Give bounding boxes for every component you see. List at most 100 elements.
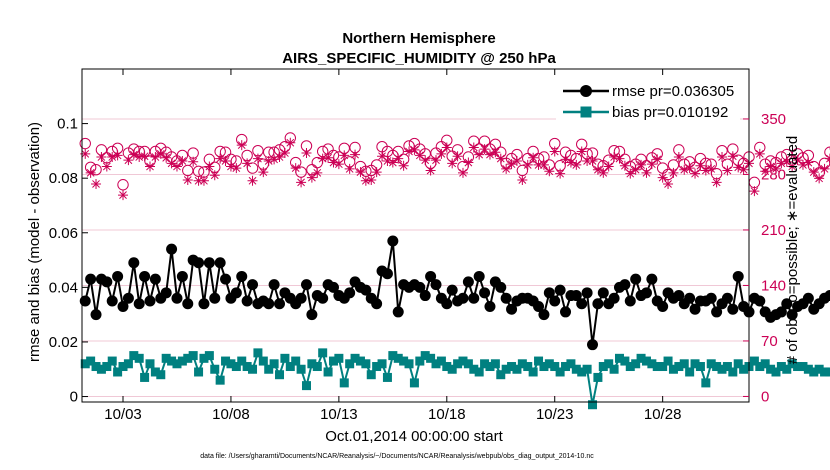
y2-tick-label: 70: [761, 333, 778, 350]
obs-evaluated-point: [360, 175, 371, 186]
obs-evaluated-point: [679, 164, 690, 175]
obs-evaluated-point: [479, 144, 490, 155]
rmse-point: [441, 298, 453, 310]
bias-point: [345, 359, 355, 369]
obs-evaluated-point: [404, 146, 415, 157]
obs-evaluated-point: [128, 149, 139, 160]
rmse-point: [500, 292, 512, 304]
bias-point: [350, 353, 360, 363]
y-tick-label: 0: [70, 389, 78, 406]
y2-tick-label: 140: [761, 277, 786, 294]
bias-point: [355, 356, 365, 366]
bias-point: [598, 362, 608, 372]
rmse-point: [106, 295, 118, 307]
bias-point: [188, 351, 198, 361]
obs-evaluated-point: [792, 155, 803, 166]
rmse-point: [689, 303, 701, 315]
obs-evaluated-point: [711, 177, 722, 188]
obs-evaluated-point: [247, 175, 258, 186]
obs-evaluated-point: [215, 153, 226, 164]
bias-point: [550, 362, 560, 372]
obs-evaluated-point: [387, 157, 398, 168]
obs-evaluated-point: [717, 152, 728, 163]
bias-point: [544, 359, 554, 369]
bias-point: [512, 364, 522, 374]
bias-point: [307, 359, 317, 369]
rmse-point: [139, 270, 151, 282]
obs-evaluated-point: [636, 159, 647, 170]
bias-point: [269, 359, 279, 369]
obs-evaluated-point: [625, 168, 636, 179]
obs-evaluated-point: [587, 155, 598, 166]
obs-evaluated-point: [182, 175, 193, 185]
x-tick-label: 10/03: [104, 406, 142, 423]
bias-point: [134, 353, 144, 363]
rmse-point: [619, 279, 631, 291]
obs-evaluated-point: [733, 162, 744, 173]
obs-evaluated-point: [269, 154, 280, 165]
obs-evaluated-point: [236, 140, 247, 151]
bias-point: [658, 362, 668, 372]
obs-evaluated-point: [538, 159, 549, 170]
obs-evaluated-point: [506, 159, 517, 170]
y2-tick-label: 0: [761, 388, 769, 405]
rmse-point: [317, 292, 329, 304]
bias-point: [388, 351, 398, 361]
rmse-point: [198, 298, 210, 310]
bias-point: [636, 353, 646, 363]
bias-point: [701, 378, 711, 388]
obs-evaluated-point: [490, 147, 501, 158]
bias-point: [296, 364, 306, 374]
rmse-point: [576, 298, 588, 310]
obs-evaluated-point: [85, 167, 96, 178]
bias-point: [210, 364, 220, 374]
obs-evaluated-point: [409, 144, 420, 155]
obs-evaluated-point: [323, 152, 334, 163]
bias-point: [372, 362, 382, 372]
obs-evaluated-point: [463, 157, 474, 168]
obs-evaluated-point: [296, 177, 307, 188]
rmse-point: [117, 300, 129, 312]
bias-point: [242, 362, 252, 372]
bias-point: [717, 364, 727, 374]
bias-point: [706, 359, 716, 369]
bias-point: [339, 378, 349, 388]
rmse-point: [754, 295, 766, 307]
obs-evaluated-point: [371, 167, 382, 178]
bias-point: [809, 367, 819, 377]
obs-evaluated-point: [225, 161, 236, 172]
rmse-point: [484, 300, 496, 312]
bias-point: [264, 364, 274, 374]
obs-evaluated-point: [700, 165, 711, 176]
rmse-point: [220, 273, 232, 285]
bias-point: [231, 362, 241, 372]
rmse-point: [414, 281, 426, 293]
obs-evaluated-point: [452, 151, 463, 162]
bias-point: [760, 359, 770, 369]
obs-evaluated-point: [139, 151, 150, 162]
rmse-point: [446, 284, 458, 296]
bias-point: [620, 356, 630, 366]
obs-evaluated-point: [668, 167, 679, 178]
bias-point: [695, 362, 705, 372]
obs-evaluated-point: [619, 160, 630, 171]
rmse-point: [344, 287, 356, 299]
obs-evaluated-point: [441, 142, 452, 153]
y2-tick-label: 280: [761, 166, 786, 183]
rmse-point: [533, 300, 545, 312]
obs-evaluated-point: [776, 158, 787, 169]
legend-bias-marker: [580, 106, 592, 118]
x-tick-label: 10/18: [428, 406, 466, 423]
bias-point: [426, 353, 436, 363]
bias-point: [248, 364, 258, 374]
obs-evaluated-point: [414, 150, 425, 161]
bias-point: [328, 356, 338, 366]
rmse-point: [387, 235, 399, 247]
rmse-point: [214, 257, 226, 269]
bias-point: [712, 362, 722, 372]
bias-point: [226, 359, 236, 369]
rmse-point: [457, 292, 469, 304]
obs-evaluated-point: [646, 159, 657, 170]
rmse-point: [462, 276, 474, 288]
bias-point: [739, 364, 749, 374]
